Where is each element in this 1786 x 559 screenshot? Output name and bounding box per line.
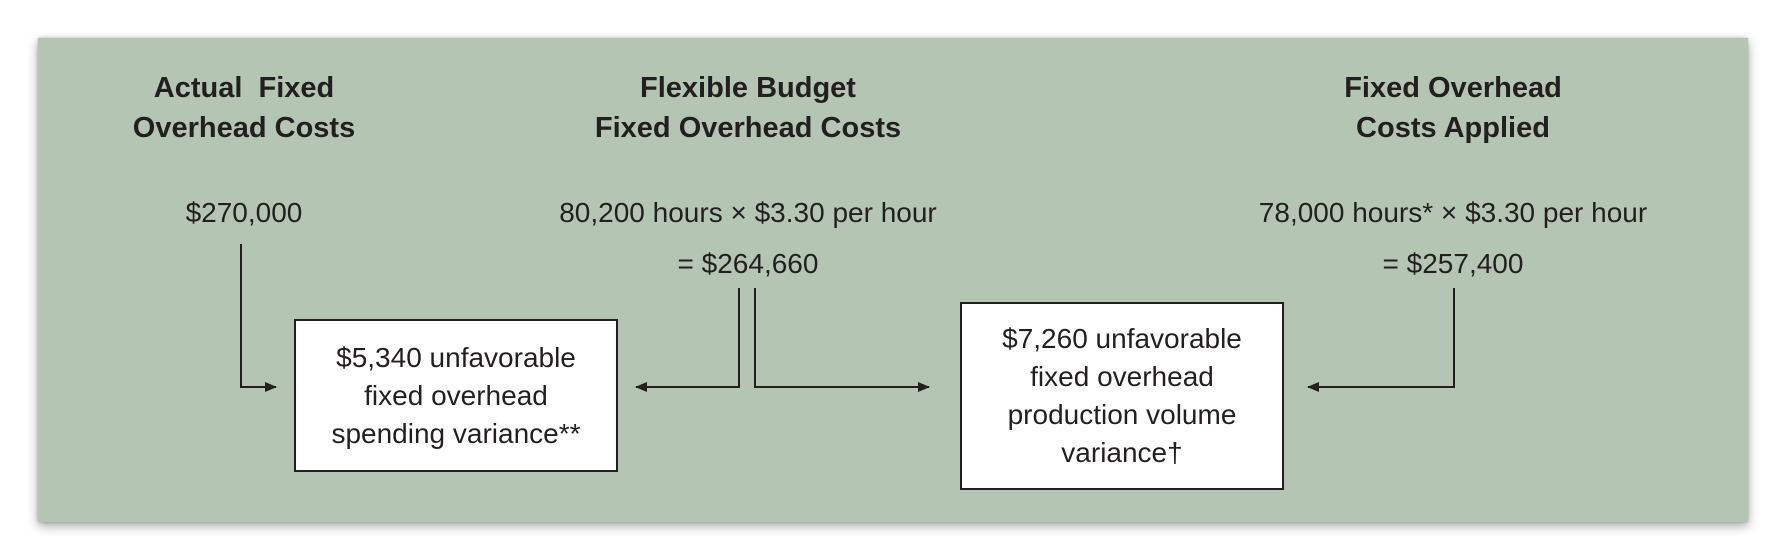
- volume-variance-box: $7,260 unfavorable fixed overhead produc…: [960, 302, 1284, 490]
- flexible-to-spending-arrow: [635, 288, 740, 392]
- applied-calculation: 78,000 hours* × $3.30 per hour: [1258, 197, 1648, 228]
- spending-variance-box: $5,340 unfavorable fixed overhead spendi…: [294, 319, 618, 472]
- applied-heading-line-2: Costs Applied: [1356, 112, 1550, 144]
- flexible-to-volume-arrow: [754, 288, 930, 392]
- costs-applied-heading: Fixed Overhead Costs Applied: [1253, 68, 1653, 148]
- flexible-heading-line-1: Flexible Budget: [640, 72, 856, 104]
- flexible-result: = $264,660: [677, 248, 819, 279]
- spending-variance-line-3: spending variance**: [331, 417, 581, 449]
- spending-variance-line-1: $5,340 unfavorable: [336, 341, 576, 373]
- applied-to-volume-arrow: [1307, 288, 1455, 392]
- actual-heading-line-1: Actual Fixed: [153, 72, 335, 104]
- actual-heading-line-2: Overhead Costs: [132, 112, 356, 144]
- volume-variance-line-2: fixed overhead: [1030, 361, 1214, 392]
- actual-amount: $270,000: [185, 197, 303, 228]
- actual-to-spending-arrow: [240, 244, 277, 392]
- actual-costs-heading: Actual Fixed Overhead Costs: [94, 68, 394, 148]
- applied-result: = $257,400: [1382, 248, 1524, 279]
- flexible-calculation: 80,200 hours × $3.30 per hour: [559, 197, 937, 228]
- volume-variance-line-1: $7,260 unfavorable: [1002, 323, 1242, 354]
- spending-variance-line-2: fixed overhead: [364, 379, 548, 411]
- flexible-heading-line-2: Fixed Overhead Costs: [594, 112, 902, 144]
- volume-variance-line-3: production volume: [1007, 399, 1237, 430]
- applied-heading-line-1: Fixed Overhead: [1344, 72, 1562, 104]
- volume-variance-line-4: variance†: [1061, 437, 1183, 468]
- flexible-budget-heading: Flexible Budget Fixed Overhead Costs: [548, 68, 948, 148]
